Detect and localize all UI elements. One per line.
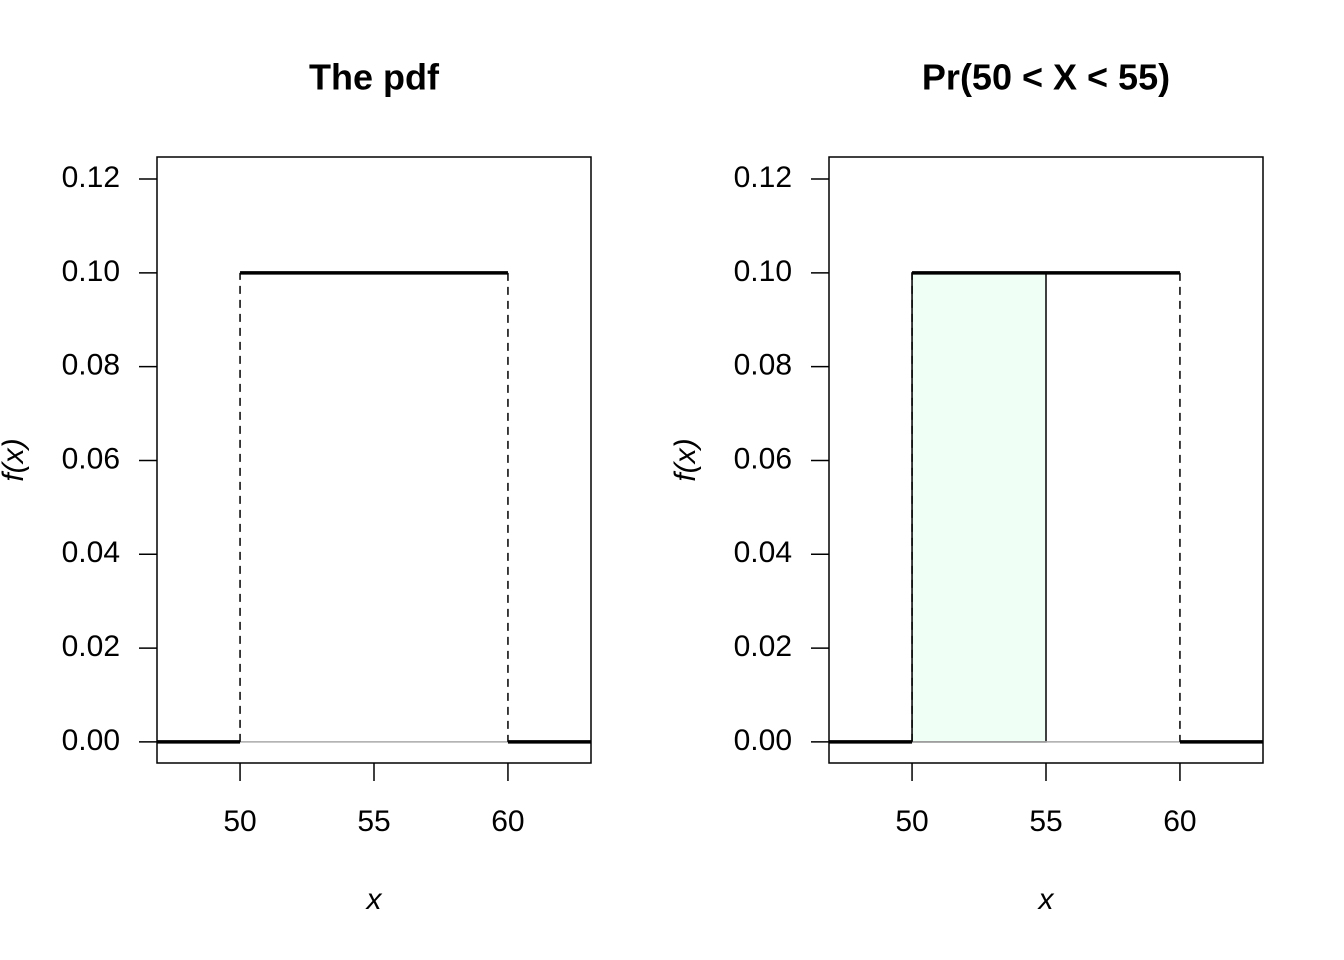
x-tick-label: 50	[895, 805, 928, 838]
chart-title: Pr(50 < X < 55)	[922, 57, 1170, 98]
y-tick-label: 0.12	[62, 161, 120, 194]
y-tick-label: 0.00	[62, 724, 120, 757]
y-tick-label: 0.08	[62, 349, 120, 382]
x-axis-label: x	[365, 883, 383, 916]
y-tick-label: 0.10	[734, 255, 792, 288]
x-tick-label: 55	[357, 805, 390, 838]
y-tick-label: 0.02	[62, 630, 120, 663]
y-tick-label: 0.08	[734, 349, 792, 382]
y-tick-label: 0.06	[62, 442, 120, 475]
x-tick-label: 50	[223, 805, 256, 838]
y-tick-label: 0.04	[734, 536, 792, 569]
x-tick-label: 55	[1029, 805, 1062, 838]
y-tick-label: 0.00	[734, 724, 792, 757]
y-tick-label: 0.10	[62, 255, 120, 288]
y-axis-label: f(x)	[669, 438, 702, 481]
plot-frame	[156, 156, 592, 764]
y-tick-label: 0.02	[734, 630, 792, 663]
y-axis-label: f(x)	[0, 438, 30, 481]
y-tick-label: 0.04	[62, 536, 120, 569]
chart-title: The pdf	[309, 57, 440, 98]
x-tick-label: 60	[491, 805, 524, 838]
x-axis-label: x	[1037, 883, 1055, 916]
y-tick-label: 0.12	[734, 161, 792, 194]
x-tick-label: 60	[1163, 805, 1196, 838]
shaded-area	[911, 272, 1047, 743]
y-tick-label: 0.06	[734, 442, 792, 475]
